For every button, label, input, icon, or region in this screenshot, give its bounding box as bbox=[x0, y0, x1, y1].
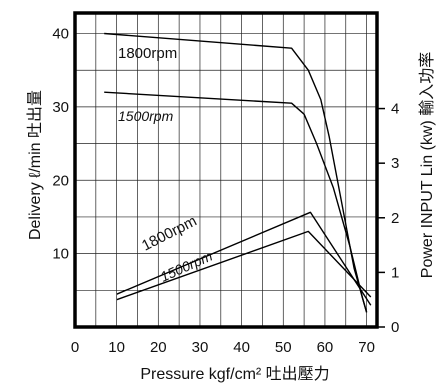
x-tick-label: 70 bbox=[358, 339, 375, 356]
y2-axis-ticks: 0 1 2 3 4 bbox=[377, 101, 399, 336]
series-label-right-2: 1800rpm bbox=[139, 213, 199, 255]
plot-frame bbox=[73, 11, 379, 329]
x-tick-label: 40 bbox=[233, 339, 250, 356]
x-tick-label: 0 bbox=[71, 339, 79, 356]
x-axis-ticks: 0 10 20 30 40 50 60 70 bbox=[71, 339, 375, 356]
series-label-right-3: 1500rpm bbox=[158, 248, 215, 285]
x-tick-label: 30 bbox=[192, 339, 209, 356]
curves bbox=[104, 32, 372, 313]
y-tick-label: 30 bbox=[52, 99, 69, 116]
y-tick-label: 20 bbox=[52, 172, 69, 189]
y2-tick-label: 1 bbox=[391, 264, 399, 281]
x-tick-label: 10 bbox=[108, 339, 125, 356]
y-tick-label: 10 bbox=[52, 246, 69, 263]
x-tick-label: 20 bbox=[150, 339, 167, 356]
series-line-right-3 bbox=[116, 230, 372, 301]
y2-tick-label: 3 bbox=[391, 155, 399, 172]
y2-tick-label: 2 bbox=[391, 210, 399, 227]
y-tick-label: 40 bbox=[52, 26, 69, 43]
y2-tick-label: 0 bbox=[391, 319, 399, 336]
series-label-left-1: 1500rpm bbox=[118, 108, 174, 124]
x-tick-label: 60 bbox=[317, 339, 334, 356]
x-axis-title: Pressure kgf/cm² 吐出壓力 bbox=[140, 365, 329, 383]
y2-tick-label: 4 bbox=[391, 101, 399, 118]
y-axis-ticks: 10 20 30 40 bbox=[52, 26, 69, 263]
y-axis-title: Delivery ℓ/min 吐出量 bbox=[26, 90, 44, 240]
series-label-left-0: 1800rpm bbox=[118, 45, 177, 62]
series-line-right-2 bbox=[116, 211, 372, 306]
y2-axis-title: Power INPUT Lin (kw) 輸入功率 bbox=[418, 52, 436, 278]
x-tick-label: 50 bbox=[275, 339, 292, 356]
